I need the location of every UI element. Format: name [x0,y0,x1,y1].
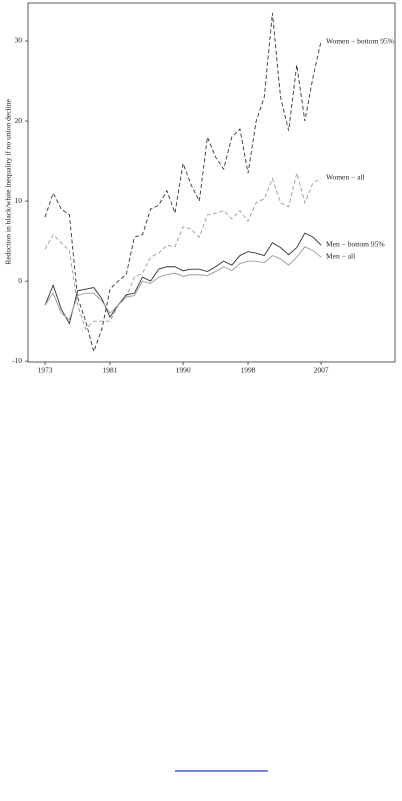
plot-frame [27,2,396,363]
x-tick-label: 1973 [38,366,53,375]
x-tick-label: 1981 [103,366,118,375]
series-line [44,172,322,331]
y-tick-label: 0 [18,276,22,285]
y-axis-label: Reduction in black/white inequality if n… [4,99,13,265]
y-tick-label: 20 [15,116,23,125]
series-line [44,246,322,321]
y-tick-label: 10 [15,196,23,205]
series-label: Men − bottom 95% [326,240,385,249]
x-tick-label: 1990 [176,366,191,375]
y-tick-label: -10 [12,356,22,365]
series-label: Men − all [326,252,355,261]
series-line [44,12,322,354]
x-tick-label: 2007 [314,366,329,375]
y-tick-label: 30 [15,36,23,45]
series-line [44,232,322,325]
x-tick-label: 1998 [241,366,256,375]
series-label: Women − bottom 95% [326,37,394,46]
series-label: Women − all [326,173,365,182]
